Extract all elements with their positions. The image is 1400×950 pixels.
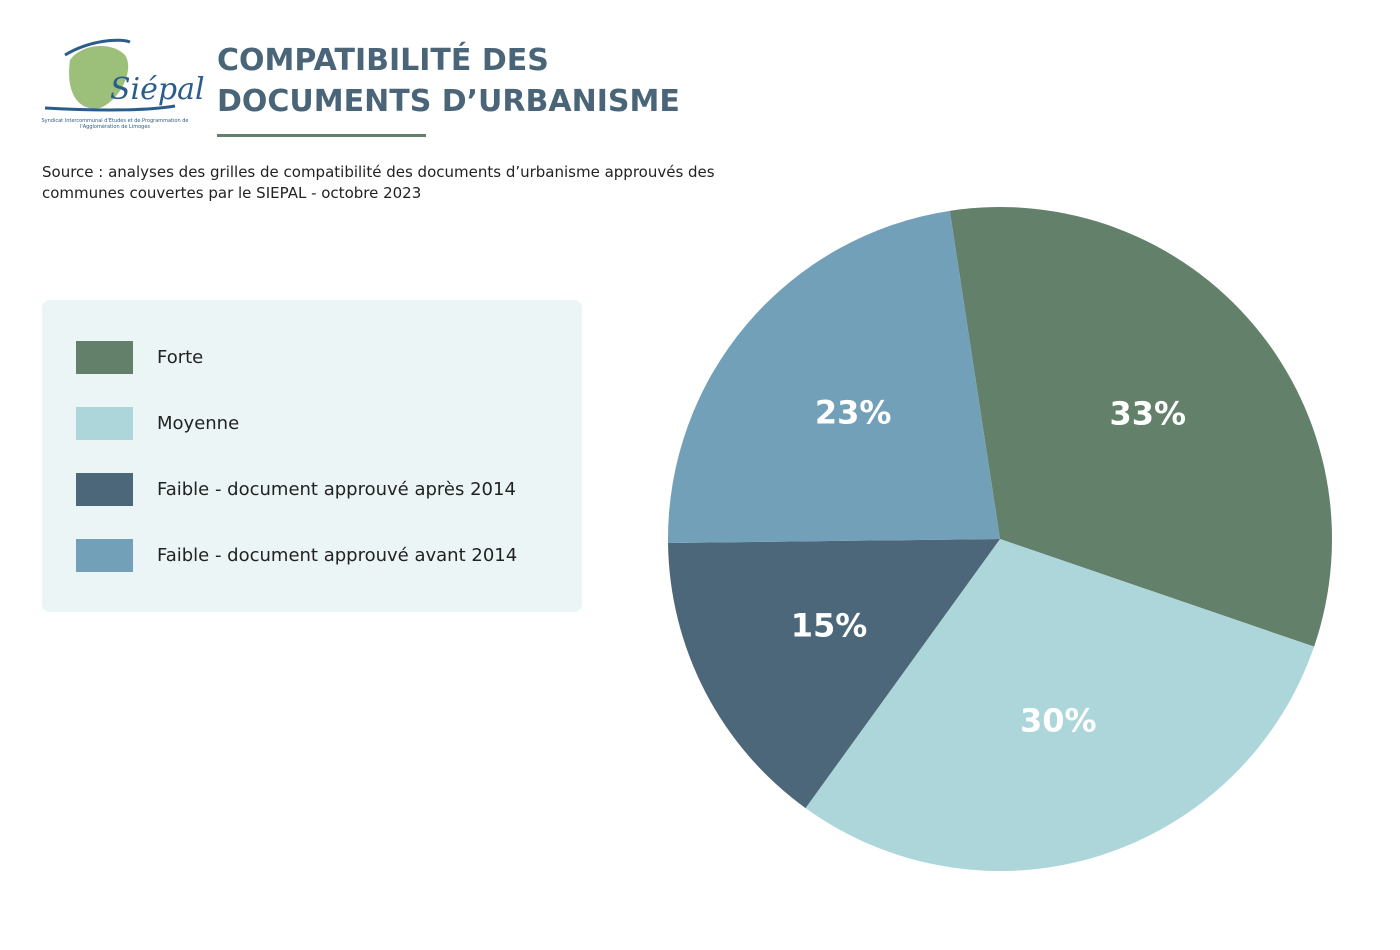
legend-swatch xyxy=(76,473,133,506)
legend-swatch xyxy=(76,341,133,374)
legend-item: Forte xyxy=(76,341,203,374)
logo-shape xyxy=(44,38,176,112)
legend-label: Moyenne xyxy=(157,413,240,434)
legend-swatch xyxy=(76,539,133,572)
pie-slice xyxy=(949,207,1332,647)
logo-caption: Syndicat Intercommunal d'Etudes et de Pr… xyxy=(41,118,189,130)
data-label: 30% xyxy=(1020,702,1097,740)
logo-swoosh xyxy=(44,38,176,112)
data-label: 23% xyxy=(815,393,892,431)
legend-swatch xyxy=(76,407,133,440)
legend-label: Faible - document approuvé avant 2014 xyxy=(157,545,518,566)
legend-label: Forte xyxy=(157,347,204,368)
chart-title: COMPATIBILITÉ DES DOCUMENTS D’URBANISME xyxy=(217,43,680,119)
chart-subtitle: Source : analyses des grilles de compati… xyxy=(42,163,715,202)
pie-slice xyxy=(668,539,1000,809)
title-rule xyxy=(217,134,426,137)
logo-map xyxy=(69,45,129,109)
data-label: 33% xyxy=(1109,395,1186,433)
legend-item: Faible - document approuvé après 2014 xyxy=(76,473,516,506)
logo-name: Siépal xyxy=(110,72,205,107)
legend-item: Faible - document approuvé avant 2014 xyxy=(76,539,517,572)
legend-item: Moyenne xyxy=(76,407,239,440)
legend-label: Faible - document approuvé après 2014 xyxy=(157,479,516,500)
pie-slice xyxy=(667,210,1000,543)
data-label: 15% xyxy=(791,607,868,645)
pie-slice xyxy=(805,539,1315,871)
legend: Forte Moyenne Faible - document approuvé a… xyxy=(42,300,582,612)
